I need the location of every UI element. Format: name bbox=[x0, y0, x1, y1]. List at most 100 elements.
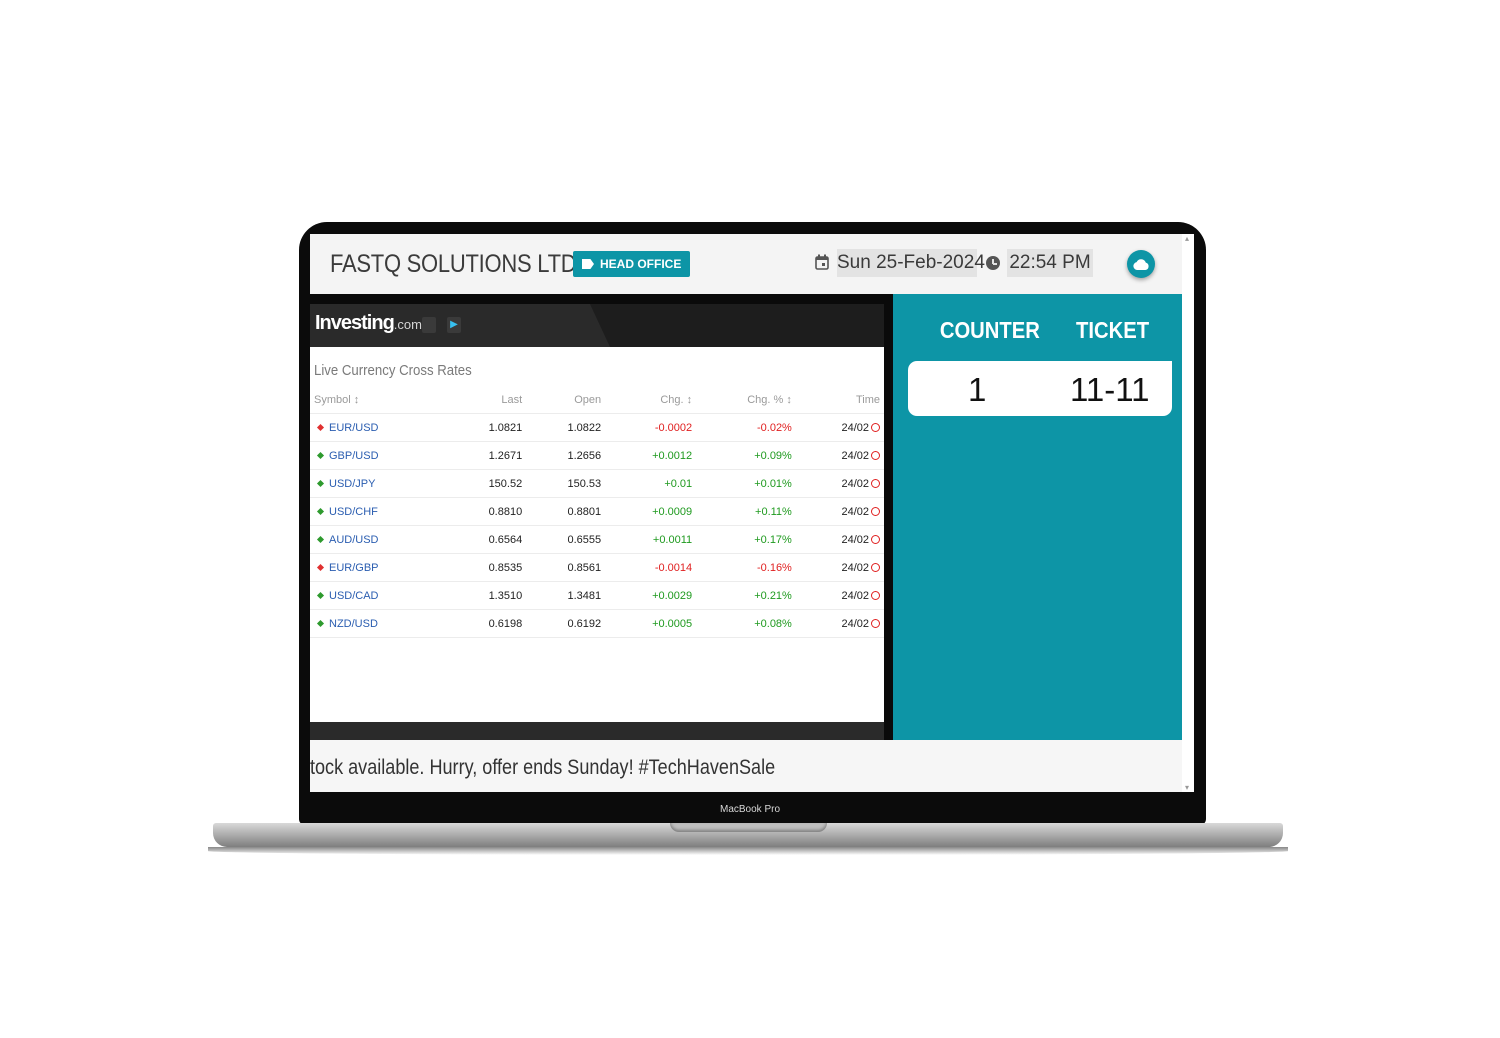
open-cell: 1.0822 bbox=[526, 413, 606, 442]
cloud-button[interactable] bbox=[1127, 250, 1155, 278]
last-cell: 0.6198 bbox=[447, 609, 527, 638]
open-cell: 0.6192 bbox=[526, 609, 606, 638]
trend-down-icon bbox=[316, 423, 325, 431]
clock-icon bbox=[871, 590, 880, 600]
counter-panel: COUNTER TICKET 1 11-11 bbox=[893, 294, 1182, 740]
device-label: MacBook Pro bbox=[719, 804, 781, 815]
header: FASTQ SOLUTIONS LTD HEAD OFFICE Sun 25-F… bbox=[310, 234, 1182, 294]
date-display: Sun 25-Feb-2024 bbox=[837, 249, 985, 277]
clock-icon bbox=[871, 506, 880, 516]
symbol-link[interactable]: AUD/USD bbox=[310, 525, 448, 554]
clock-icon bbox=[871, 422, 880, 432]
last-cell: 1.0821 bbox=[447, 413, 527, 442]
clock-icon bbox=[871, 618, 880, 628]
branch-badge: HEAD OFFICE bbox=[573, 251, 691, 277]
apple-icon[interactable] bbox=[422, 317, 436, 333]
clock-icon bbox=[986, 256, 1000, 270]
branch-label: HEAD OFFICE bbox=[600, 257, 682, 271]
change-cell: +0.0011 bbox=[605, 525, 697, 554]
column-header[interactable]: Symbol ↕ bbox=[310, 386, 448, 414]
widget-footer bbox=[310, 722, 884, 740]
rates-title: Live Currency Cross Rates bbox=[314, 362, 472, 379]
change-pct-cell: -0.02% bbox=[696, 413, 796, 442]
change-pct-cell: +0.21% bbox=[696, 581, 796, 610]
time-cell: 24/02 bbox=[795, 609, 884, 638]
open-cell: 150.53 bbox=[526, 469, 606, 498]
symbol-link[interactable]: USD/CHF bbox=[310, 497, 448, 526]
trend-up-icon bbox=[316, 535, 325, 543]
time-display: 22:54 PM bbox=[1007, 249, 1093, 277]
table-row: EUR/USD 1.0821 1.0822 -0.0002 -0.02% 24/02 bbox=[310, 413, 884, 442]
time-cell: 24/02 bbox=[795, 581, 884, 610]
last-cell: 0.8535 bbox=[447, 553, 527, 582]
open-cell: 0.6555 bbox=[526, 525, 606, 554]
rates-panel: Live Currency Cross Rates Symbol ↕ Last Op… bbox=[310, 347, 884, 722]
column-header[interactable]: Time bbox=[795, 386, 884, 414]
table-row: AUD/USD 0.6564 0.6555 +0.0011 +0.17% 24/02 bbox=[310, 525, 884, 554]
laptop-notch bbox=[670, 823, 827, 832]
open-cell: 0.8561 bbox=[526, 553, 606, 582]
change-pct-cell: +0.09% bbox=[696, 441, 796, 470]
column-header[interactable]: Open bbox=[526, 386, 606, 414]
last-cell: 0.6564 bbox=[447, 525, 527, 554]
symbol-link[interactable]: USD/JPY bbox=[310, 469, 448, 498]
symbol-link[interactable]: GBP/USD bbox=[310, 441, 448, 470]
trend-up-icon bbox=[316, 479, 325, 487]
time-cell: 24/02 bbox=[795, 469, 884, 498]
trend-down-icon bbox=[316, 563, 325, 571]
column-header[interactable]: Chg. % ↕ bbox=[696, 386, 796, 414]
change-pct-cell: +0.01% bbox=[696, 469, 796, 498]
column-header[interactable]: Last bbox=[447, 386, 527, 414]
last-cell: 150.52 bbox=[447, 469, 527, 498]
open-cell: 1.2656 bbox=[526, 441, 606, 470]
trend-up-icon bbox=[316, 507, 325, 515]
counter-heading: COUNTER bbox=[939, 317, 1040, 343]
ticker-text: tock available. Hurry, offer ends Sunday… bbox=[310, 756, 776, 779]
change-cell: +0.0005 bbox=[605, 609, 697, 638]
clock-icon bbox=[871, 450, 880, 460]
investing-bar: Investing.com ▶ bbox=[310, 304, 884, 347]
counter-value: 1 bbox=[968, 371, 987, 408]
time-cell: 24/02 bbox=[795, 553, 884, 582]
time-cell: 24/02 bbox=[795, 413, 884, 442]
clock-icon bbox=[871, 534, 880, 544]
change-pct-cell: +0.11% bbox=[696, 497, 796, 526]
time-cell: 24/02 bbox=[795, 441, 884, 470]
table-row: NZD/USD 0.6198 0.6192 +0.0005 +0.08% 24/02 bbox=[310, 609, 884, 638]
open-cell: 0.8801 bbox=[526, 497, 606, 526]
change-cell: +0.0012 bbox=[605, 441, 697, 470]
cloud-icon bbox=[1133, 259, 1149, 270]
ticket-value: 11-11 bbox=[1070, 371, 1150, 408]
scrollbar[interactable] bbox=[1182, 234, 1194, 792]
symbol-link[interactable]: USD/CAD bbox=[310, 581, 448, 610]
calendar-icon bbox=[815, 254, 829, 270]
table-header: Symbol ↕ Last Open Chg. ↕ Chg. % ↕ Time bbox=[310, 386, 884, 414]
change-cell: +0.0009 bbox=[605, 497, 697, 526]
news-ticker: tock available. Hurry, offer ends Sunday… bbox=[310, 740, 1182, 792]
trend-up-icon bbox=[316, 591, 325, 599]
play-store-icon[interactable]: ▶ bbox=[447, 317, 461, 333]
last-cell: 0.8810 bbox=[447, 497, 527, 526]
investing-logo[interactable]: Investing.com bbox=[315, 312, 422, 334]
trend-up-icon bbox=[316, 619, 325, 627]
last-cell: 1.3510 bbox=[447, 581, 527, 610]
trend-up-icon bbox=[316, 451, 325, 459]
symbol-link[interactable]: EUR/GBP bbox=[310, 553, 448, 582]
change-pct-cell: +0.17% bbox=[696, 525, 796, 554]
time-cell: 24/02 bbox=[795, 497, 884, 526]
symbol-link[interactable]: NZD/USD bbox=[310, 609, 448, 638]
company-name: FASTQ SOLUTIONS LTD bbox=[330, 250, 577, 278]
symbol-link[interactable]: EUR/USD bbox=[310, 413, 448, 442]
table-row: USD/CAD 1.3510 1.3481 +0.0029 +0.21% 24/02 bbox=[310, 581, 884, 610]
change-pct-cell: -0.16% bbox=[696, 553, 796, 582]
change-cell: -0.0014 bbox=[605, 553, 697, 582]
clock-icon bbox=[871, 478, 880, 488]
column-header[interactable]: Chg. ↕ bbox=[605, 386, 697, 414]
ticket-card: 1 11-11 bbox=[908, 361, 1172, 416]
change-cell: +0.01 bbox=[605, 469, 697, 498]
open-cell: 1.3481 bbox=[526, 581, 606, 610]
table-row: USD/JPY 150.52 150.53 +0.01 +0.01% 24/02 bbox=[310, 469, 884, 498]
clock-icon bbox=[871, 562, 880, 572]
change-cell: +0.0029 bbox=[605, 581, 697, 610]
table-row: GBP/USD 1.2671 1.2656 +0.0012 +0.09% 24/02 bbox=[310, 441, 884, 470]
